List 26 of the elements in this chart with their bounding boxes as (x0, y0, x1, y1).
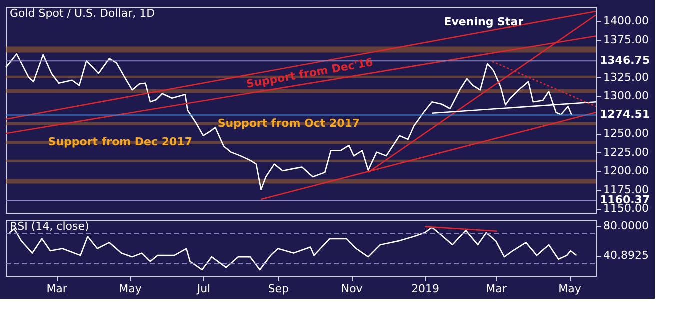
y-tick-label: 1375.00 (604, 33, 649, 46)
y-tick-label: 1300.00 (604, 90, 649, 103)
ref-line-label: 1346.75 (600, 54, 650, 68)
x-tick-label: Mar (486, 282, 508, 296)
ref-line-label: 1274.51 (600, 108, 650, 122)
x-tick-label: Nov (341, 282, 364, 296)
x-tick-label: Sep (268, 282, 290, 296)
x-tick-label: 2019 (412, 282, 440, 296)
annotation: Support from Dec 2017 (48, 136, 192, 149)
chart-title: Gold Spot / U.S. Dollar, 1D (10, 7, 156, 20)
x-tick-label: Mar (46, 282, 68, 296)
y-tick-label: 1175.00 (604, 183, 649, 196)
y-tick-label: 1225.00 (604, 146, 649, 159)
y-tick-label: 1250.00 (604, 127, 649, 140)
x-tick-label: May (119, 282, 142, 296)
annotation: Support from Oct 2017 (218, 116, 360, 130)
x-tick-label: Jul (196, 282, 211, 296)
y-tick-label: 1200.00 (604, 164, 649, 178)
annotation: Support from Dec'16 (245, 56, 374, 92)
annotation: Evening Star (444, 15, 524, 28)
y-tick-label: 1400.00 (604, 14, 649, 28)
y-tick-label: 80.0000 (604, 220, 649, 233)
chart-title: RSI (14, close) (10, 220, 90, 233)
y-tick-label: 40.8925 (604, 249, 649, 262)
y-tick-label: 1325.00 (604, 70, 649, 84)
x-tick-label: May (558, 282, 582, 296)
